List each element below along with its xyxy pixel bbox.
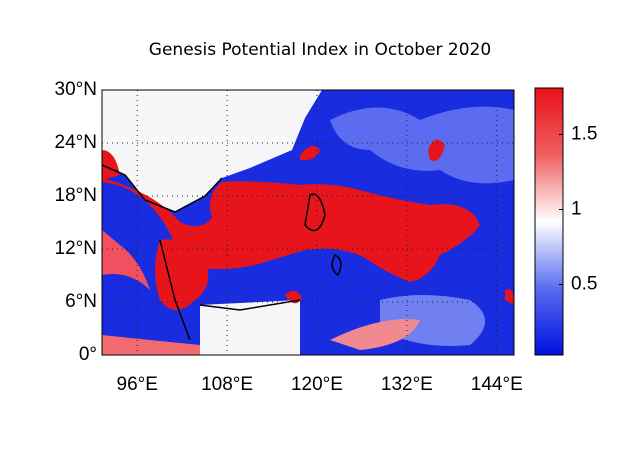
y-tick-label: 30°N xyxy=(55,79,97,100)
coastline xyxy=(102,164,301,341)
field-region xyxy=(300,146,320,161)
y-tick-label: 18°N xyxy=(55,185,97,206)
coastline xyxy=(304,193,342,277)
field-region xyxy=(505,289,514,305)
y-tick-label: 0° xyxy=(79,344,97,365)
field-region xyxy=(330,319,420,350)
field-region xyxy=(428,139,445,161)
field-region xyxy=(102,150,120,180)
land xyxy=(200,300,300,355)
gpi-field xyxy=(102,90,514,355)
colorbar-tick-label: 1 xyxy=(571,199,582,220)
x-tick-label: 132°E xyxy=(381,374,433,395)
colorbar xyxy=(534,87,564,356)
axes: 96°E 108°E 120°E 132°E 144°E 0° 6°N 12°N 18°N 24°… xyxy=(55,79,523,395)
colorbar-tick-label: 0.5 xyxy=(571,274,597,295)
field-region xyxy=(102,230,150,290)
field-region xyxy=(155,239,209,310)
map-frame xyxy=(101,89,515,356)
x-tick-label: 108°E xyxy=(201,374,253,395)
x-tick-label: 120°E xyxy=(291,374,343,395)
x-tick-label: 96°E xyxy=(117,374,158,395)
field-region xyxy=(102,335,200,355)
colorbar-tick-label: 1.5 xyxy=(571,124,597,145)
x-tick-label: 144°E xyxy=(471,374,523,395)
y-tick-label: 24°N xyxy=(55,132,97,153)
y-tick-label: 12°N xyxy=(55,238,97,259)
land xyxy=(102,90,322,212)
field-region xyxy=(330,106,514,184)
chart-title: Genesis Potential Index in October 2020 xyxy=(149,40,491,60)
y-tick-label: 6°N xyxy=(65,291,97,312)
